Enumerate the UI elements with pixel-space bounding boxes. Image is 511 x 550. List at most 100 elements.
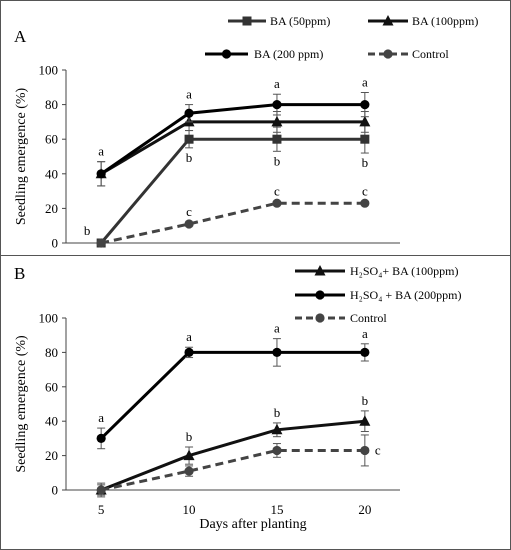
data-point — [360, 134, 370, 144]
significance-letter: c — [375, 442, 381, 457]
series-2: c — [96, 434, 381, 496]
significance-letter: a — [98, 144, 104, 159]
legend-entry-3: Control — [368, 47, 449, 61]
data-point — [360, 100, 370, 110]
significance-letter: c — [274, 183, 280, 198]
x-tick-label: 10 — [183, 502, 196, 517]
legend-entry-0: H₂SO₄+ BA (100ppm) — [295, 264, 458, 278]
data-point — [183, 449, 195, 461]
significance-letter: b — [362, 393, 369, 408]
x-tick-label: 15 — [270, 502, 283, 517]
significance-letter: c — [186, 204, 192, 219]
legend-entry-1: H₂SO₄ + BA (200ppm) — [295, 288, 461, 302]
x-tick-label: 20 — [358, 502, 371, 517]
data-point — [272, 134, 282, 144]
y-tick-label: 20 — [45, 201, 58, 216]
significance-letter: a — [98, 410, 104, 425]
data-point — [184, 108, 194, 118]
significance-letter: c — [362, 183, 368, 198]
legend-label: BA (100ppm) — [412, 14, 478, 28]
data-point — [271, 115, 283, 127]
data-point — [272, 100, 282, 110]
legend-entry-0: BA (50ppm) — [228, 14, 330, 28]
series-1: a a a a — [96, 321, 370, 450]
significance-letter: b — [84, 223, 91, 238]
y-tick-label: 40 — [45, 414, 58, 429]
x-tick-label: 5 — [98, 502, 105, 517]
y-tick-label: 20 — [45, 448, 58, 463]
y-tick-label: 0 — [52, 236, 59, 251]
legend-label: BA (200 ppm) — [254, 47, 323, 61]
series-0: b b b b — [84, 124, 370, 248]
data-point — [96, 169, 106, 179]
data-point — [360, 445, 370, 456]
series-line — [100, 419, 365, 492]
significance-letter: b — [362, 155, 369, 170]
legend-entry-2: BA (200 ppm) — [205, 47, 323, 61]
data-point — [271, 423, 283, 435]
legend-entry-1: BA (100ppm) — [368, 14, 478, 28]
x-axis-title: Days after planting — [199, 517, 306, 532]
y-tick-label: 60 — [45, 379, 58, 394]
y-tick-label: 40 — [45, 166, 58, 181]
significance-letter: b — [274, 153, 281, 168]
data-point — [272, 445, 282, 456]
legend-marker — [382, 15, 394, 26]
significance-letter: b — [186, 429, 193, 444]
legend-marker — [315, 290, 325, 300]
y-axis-title: Seedling emergence (%) — [14, 335, 29, 473]
legend-label: Control — [350, 311, 387, 325]
series-line — [100, 350, 365, 440]
significance-letter: a — [362, 326, 368, 341]
legend-marker — [242, 16, 252, 26]
data-point — [360, 198, 370, 208]
data-point — [96, 433, 106, 443]
legend-label: BA (50ppm) — [270, 14, 330, 28]
panel-b-chart: B 0 20 40 60 80 100 5 10 15 20 Seedling emergence (… — [14, 264, 462, 532]
panel-a-frame — [0, 0, 511, 256]
series-line — [100, 137, 365, 244]
series-line — [100, 448, 365, 492]
series-line — [100, 103, 365, 176]
legend-label: H₂SO₄ + BA (200ppm) — [350, 288, 461, 302]
series-3: c c c — [96, 183, 370, 248]
data-point — [184, 347, 194, 357]
significance-letter: a — [274, 321, 280, 336]
y-axis-title: Seedling emergence (%) — [14, 87, 29, 225]
legend-marker — [383, 49, 393, 59]
y-tick-label: 100 — [39, 311, 59, 326]
data-point — [272, 198, 282, 208]
significance-letter: a — [274, 76, 280, 91]
legend-entry-2: Control — [295, 311, 387, 325]
series-line — [100, 201, 365, 245]
panel-label: A — [14, 27, 27, 46]
y-tick-label: 80 — [45, 345, 58, 360]
significance-letter: a — [186, 329, 192, 344]
y-tick-label: 80 — [45, 97, 58, 112]
significance-letter: b — [186, 150, 193, 165]
data-point — [272, 347, 282, 357]
legend-marker — [221, 49, 232, 59]
panel-label: B — [14, 264, 25, 283]
legend-marker — [314, 265, 326, 276]
data-point — [184, 134, 194, 144]
data-point — [96, 238, 106, 248]
data-point — [184, 219, 194, 229]
significance-letter: a — [362, 74, 368, 89]
series-0: b b b — [95, 393, 371, 498]
significance-letter: b — [274, 405, 281, 420]
legend-label: Control — [412, 47, 449, 61]
legend-label: H₂SO₄+ BA (100ppm) — [350, 264, 458, 278]
y-tick-label: 0 — [52, 483, 59, 498]
data-point — [96, 485, 106, 495]
significance-letter: a — [186, 87, 192, 102]
y-tick-label: 60 — [45, 132, 58, 147]
y-tick-label: 100 — [39, 63, 59, 78]
data-point — [360, 347, 370, 357]
data-point — [359, 415, 371, 426]
data-point — [184, 466, 194, 476]
series-2: a a a a — [96, 74, 370, 187]
data-point — [359, 115, 371, 127]
